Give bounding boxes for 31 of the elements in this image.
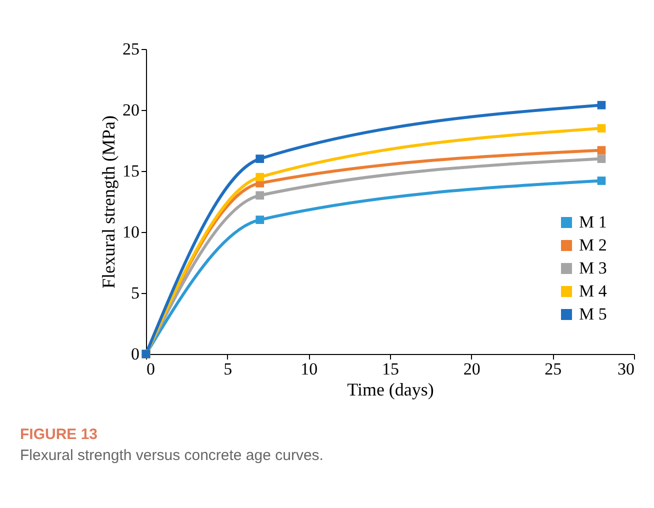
y-tick-label: 25 — [122, 40, 140, 58]
y-tick-label: 0 — [131, 344, 140, 364]
legend-label: M 1 — [579, 212, 607, 232]
point — [597, 100, 606, 110]
y-tick-label: 10 — [122, 222, 140, 242]
legend-label: M 3 — [579, 258, 607, 278]
x-tick-label: 5 — [224, 360, 232, 378]
x-axis-title: Time (days) — [347, 380, 434, 400]
point — [256, 154, 264, 163]
text: Flexural strength versus concrete age curves. — [20, 447, 324, 464]
text: FIGURE 13 — [20, 426, 98, 443]
point — [256, 191, 264, 200]
y-tick-label: 20 — [122, 100, 140, 120]
point — [256, 216, 264, 224]
point — [256, 172, 264, 182]
point — [597, 124, 606, 132]
x-tick-label: 10 — [300, 360, 318, 378]
y-axis-title: Flexural strength (MPa) — [98, 116, 118, 288]
y-tick-label: 15 — [122, 162, 140, 180]
y-tick-label: 5 — [131, 284, 140, 302]
legend-label: M 4 — [579, 282, 608, 300]
point — [597, 176, 606, 185]
x-tick-label: 15 — [382, 360, 399, 378]
point — [597, 154, 606, 163]
x-tick-label: 30 — [618, 360, 634, 378]
point — [597, 146, 606, 154]
x-tick-label: 0 — [146, 360, 155, 378]
x-tick-label: 25 — [544, 360, 562, 378]
legend-label: M 5 — [579, 304, 607, 324]
legend-label: M 2 — [579, 236, 607, 254]
x-tick-label: 20 — [463, 360, 480, 378]
